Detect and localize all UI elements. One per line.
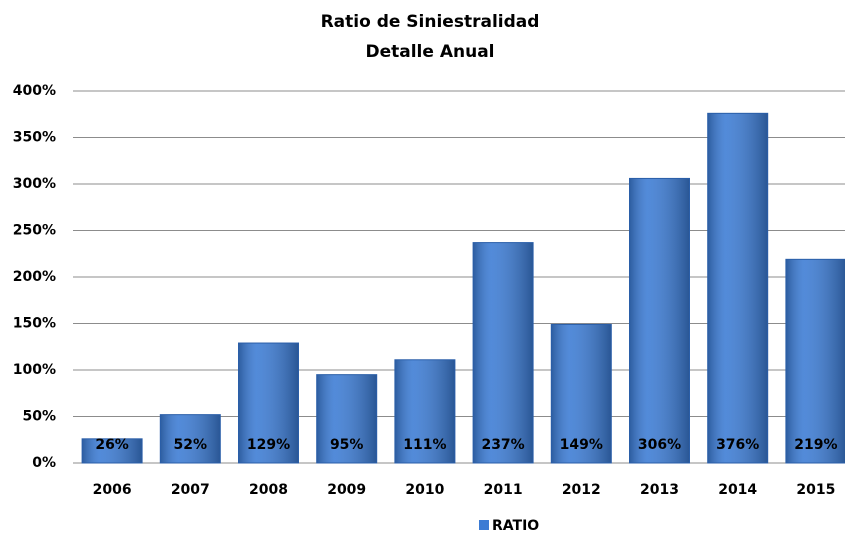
data-label: 149% <box>560 437 603 453</box>
y-tick-label: 150% <box>13 316 56 332</box>
bar-shade <box>159 414 221 464</box>
bar-shade <box>707 112 769 464</box>
data-label: 52% <box>174 437 208 453</box>
bar-shade <box>785 258 845 464</box>
data-label: 129% <box>247 437 290 453</box>
legend-label: RATIO <box>492 518 539 534</box>
y-tick-label: 0% <box>32 455 56 471</box>
x-tick-label: 2009 <box>327 482 366 498</box>
data-label: 95% <box>330 437 364 453</box>
x-tick-label: 2006 <box>93 482 132 498</box>
x-tick-label: 2014 <box>718 482 757 498</box>
chart-title: Ratio de Siniestralidad <box>321 12 540 32</box>
y-tick-label: 300% <box>13 176 56 192</box>
y-tick-label: 350% <box>13 130 56 146</box>
data-label: 219% <box>794 437 837 453</box>
x-tick-label: 2008 <box>249 482 288 498</box>
y-tick-label: 100% <box>13 362 56 378</box>
bar-shade <box>472 242 534 464</box>
x-tick-label: 2013 <box>640 482 679 498</box>
chart-subtitle: Detalle Anual <box>365 42 494 62</box>
data-label: 237% <box>481 437 524 453</box>
x-tick-label: 2010 <box>405 482 444 498</box>
y-tick-label: 250% <box>13 223 56 239</box>
y-tick-label: 400% <box>13 83 56 99</box>
bar-shade <box>316 374 378 464</box>
x-tick-label: 2015 <box>796 482 835 498</box>
bar-shade <box>550 323 612 464</box>
data-label: 376% <box>716 437 759 453</box>
y-tick-label: 50% <box>22 409 56 425</box>
bar-shade <box>629 177 690 464</box>
x-tick-label: 2007 <box>171 482 210 498</box>
bar-shade <box>81 438 143 464</box>
data-label: 111% <box>403 437 446 453</box>
bar-shade <box>394 359 456 464</box>
y-tick-label: 200% <box>13 269 56 285</box>
bar-shade <box>238 342 299 464</box>
x-tick-label: 2011 <box>484 482 523 498</box>
data-label: 26% <box>95 437 129 453</box>
legend-swatch <box>479 520 489 530</box>
x-tick-label: 2012 <box>562 482 601 498</box>
data-label: 306% <box>638 437 681 453</box>
